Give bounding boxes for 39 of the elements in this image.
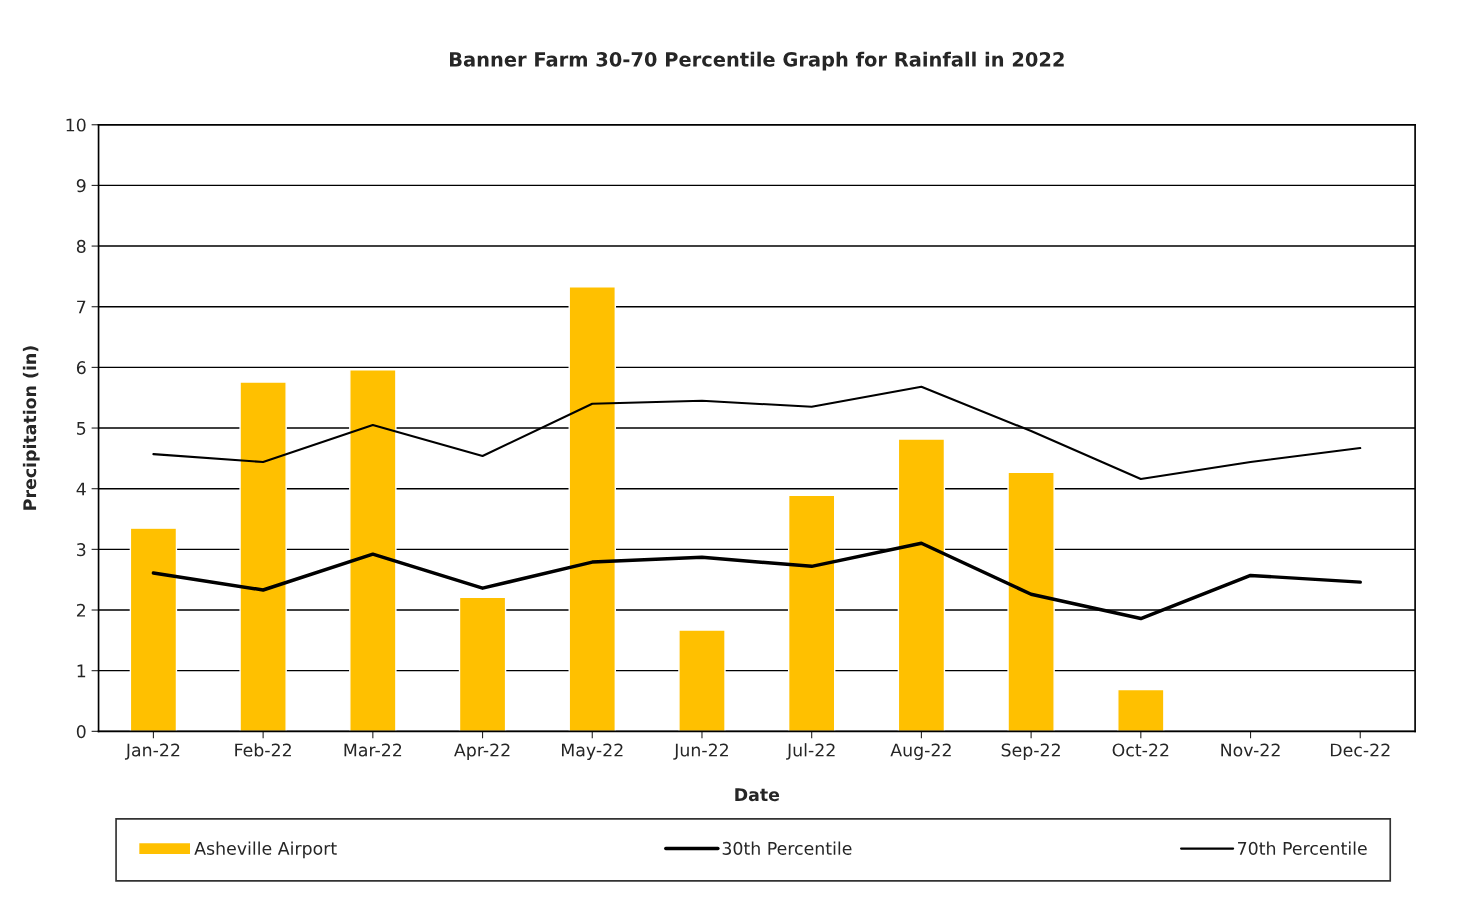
x-tick-label: Feb-22 bbox=[235, 743, 291, 757]
x-tick-label: Nov-22 bbox=[1221, 743, 1280, 757]
y-tick-label: 1 bbox=[77, 664, 86, 678]
x-tick-label: Jan-22 bbox=[124, 743, 180, 760]
bar bbox=[129, 527, 178, 732]
legend-label: 70th Percentile bbox=[1238, 841, 1367, 855]
x-tick-label: Oct-22 bbox=[1112, 743, 1169, 757]
y-tick-label: 10 bbox=[66, 118, 86, 132]
bar bbox=[239, 381, 287, 732]
x-tick-label: Sep-22 bbox=[1001, 743, 1060, 760]
bar bbox=[678, 629, 726, 732]
y-tick-label: 5 bbox=[77, 421, 86, 435]
bar bbox=[458, 596, 507, 732]
x-tick-label: Mar-22 bbox=[344, 743, 402, 757]
bar bbox=[349, 369, 397, 732]
y-tick-label: 6 bbox=[76, 361, 86, 375]
legend-label: Asheville Airport bbox=[194, 841, 337, 859]
y-tick-label: 2 bbox=[76, 603, 86, 617]
y-tick-label: 9 bbox=[76, 179, 86, 193]
y-tick-label: 3 bbox=[77, 543, 86, 557]
bar bbox=[1007, 471, 1055, 732]
x-tick-label: Jul-22 bbox=[786, 743, 835, 760]
x-axis-title: Date bbox=[735, 788, 780, 802]
y-tick-label: 8 bbox=[76, 239, 86, 253]
bar bbox=[787, 494, 836, 732]
chart-title: Banner Farm 30-70 Percentile Graph for Rainfall in 2022 bbox=[450, 51, 1064, 71]
x-tick-label: Aug-22 bbox=[890, 743, 951, 760]
y-tick-label: 0 bbox=[76, 725, 86, 739]
y-tick-label: 4 bbox=[76, 482, 86, 496]
bar bbox=[1117, 688, 1165, 732]
bar bbox=[897, 438, 946, 732]
x-tick-label: May-22 bbox=[561, 743, 623, 760]
y-axis-title: Precipitation (in) bbox=[22, 346, 40, 510]
legend-label: 30th Percentile bbox=[722, 841, 852, 855]
x-tick-label: Apr-22 bbox=[454, 743, 510, 760]
x-tick-label: Dec-22 bbox=[1330, 743, 1390, 757]
x-tick-label: Jun-22 bbox=[673, 743, 728, 760]
bar bbox=[568, 286, 616, 732]
y-tick-label: 7 bbox=[77, 300, 86, 314]
